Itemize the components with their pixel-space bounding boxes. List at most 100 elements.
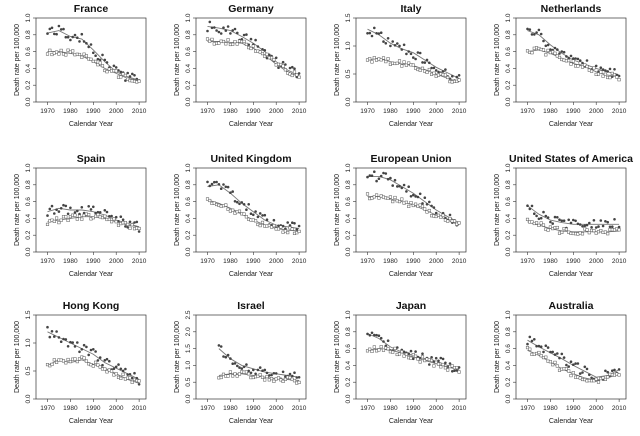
data-point-series-1 — [425, 203, 429, 206]
data-point-series-1 — [80, 32, 84, 36]
data-point-series-1 — [215, 29, 218, 32]
data-point-series-1 — [210, 26, 214, 30]
data-point-series-1 — [96, 210, 100, 214]
data-point-series-1 — [539, 345, 543, 349]
x-tick-label: 2010 — [452, 258, 467, 265]
data-point-series-2 — [397, 200, 402, 204]
data-point-series-1 — [375, 32, 378, 35]
data-point-series-1 — [412, 357, 415, 361]
data-point-series-2 — [599, 229, 603, 233]
data-point-series-1 — [402, 43, 406, 47]
data-point-series-2 — [384, 60, 388, 64]
data-point-series-1 — [455, 75, 459, 79]
data-point-series-2 — [205, 37, 210, 41]
y-tick-label: 0.6 — [25, 47, 32, 56]
data-point-series-2 — [121, 372, 125, 376]
chart-title: United Kingdom — [210, 153, 291, 165]
data-point-series-1 — [217, 30, 221, 34]
data-point-series-2 — [404, 352, 408, 356]
data-point-series-2 — [276, 227, 281, 231]
data-point-series-2 — [555, 225, 559, 230]
x-tick-label: 1990 — [566, 405, 581, 412]
data-point-series-1 — [98, 58, 102, 62]
data-point-series-1 — [528, 335, 532, 339]
data-point-series-1 — [576, 222, 580, 226]
data-point-series-2 — [580, 232, 585, 236]
data-point-series-1 — [590, 226, 593, 229]
y-tick-label: 0.8 — [25, 30, 32, 39]
data-point-series-1 — [249, 212, 253, 215]
y-tick-label: 1.0 — [25, 163, 32, 172]
data-point-series-1 — [588, 221, 591, 225]
data-point-series-1 — [457, 366, 461, 369]
data-point-series-1 — [59, 28, 63, 31]
data-point-series-1 — [254, 210, 257, 213]
data-point-series-1 — [92, 348, 95, 351]
data-point-series-2 — [441, 213, 445, 217]
data-point-series-2 — [71, 49, 75, 53]
data-point-series-2 — [66, 218, 70, 222]
data-point-series-1 — [533, 212, 536, 215]
y-tick-label: 0.5 — [25, 366, 32, 375]
data-point-series-1 — [226, 185, 230, 189]
data-point-series-1 — [242, 203, 246, 206]
data-point-series-2 — [295, 73, 299, 77]
data-point-series-2 — [391, 350, 395, 354]
data-point-series-1 — [453, 369, 456, 373]
x-tick-label: 1970 — [360, 405, 375, 412]
data-point-series-2 — [297, 229, 301, 233]
data-point-series-1 — [421, 61, 424, 64]
data-point-series-1 — [73, 33, 77, 37]
data-point-series-2 — [402, 60, 406, 64]
y-tick-label: 0.4 — [345, 361, 352, 370]
y-tick-label: 2.5 — [185, 310, 192, 319]
x-tick-label: 2010 — [292, 405, 307, 412]
y-tick-label: 0.6 — [185, 47, 192, 56]
data-point-series-2 — [553, 360, 557, 364]
data-point-series-1 — [375, 333, 378, 337]
data-point-series-2 — [432, 364, 436, 368]
x-tick-label: 2000 — [589, 108, 604, 115]
plot-frame — [195, 167, 307, 253]
data-point-series-1 — [535, 214, 538, 218]
y-tick-label: 0.0 — [25, 247, 32, 256]
data-point-series-1 — [240, 201, 244, 204]
data-point-series-1 — [434, 356, 438, 360]
x-tick-label: 1970 — [40, 108, 55, 115]
data-point-series-1 — [217, 344, 221, 347]
y-tick-label: 0.8 — [505, 180, 512, 189]
data-point-series-2 — [228, 370, 232, 374]
x-tick-label: 2000 — [589, 258, 604, 265]
data-point-series-2 — [119, 75, 123, 79]
data-point-series-1 — [583, 365, 587, 369]
data-point-series-1 — [370, 331, 374, 335]
data-point-series-1 — [437, 70, 440, 74]
data-point-series-2 — [235, 374, 239, 378]
data-point-series-1 — [366, 332, 369, 336]
data-point-series-1 — [242, 365, 246, 369]
y-tick-label: 0.6 — [185, 197, 192, 206]
data-point-series-1 — [297, 72, 301, 75]
data-point-series-2 — [107, 217, 111, 221]
x-tick-label: 2010 — [612, 108, 627, 115]
data-point-series-2 — [98, 61, 102, 65]
data-point-series-2 — [57, 221, 61, 225]
data-point-series-2 — [567, 59, 571, 63]
data-point-series-2 — [116, 223, 121, 227]
data-point-series-1 — [574, 57, 577, 60]
data-point-series-1 — [135, 220, 139, 224]
data-point-series-2 — [91, 364, 95, 368]
data-point-series-2 — [414, 202, 418, 206]
data-point-series-1 — [432, 360, 436, 364]
data-point-series-1 — [539, 32, 543, 36]
y-tick-label: 0.4 — [25, 64, 32, 73]
data-point-series-2 — [388, 195, 392, 199]
plot-frame — [195, 314, 307, 400]
y-axis-title: Death rate per 100,000 — [334, 321, 341, 393]
data-point-series-1 — [295, 228, 299, 231]
data-point-series-1 — [85, 345, 88, 349]
data-point-series-2 — [272, 224, 276, 228]
data-point-series-2 — [370, 349, 374, 353]
data-point-series-1 — [377, 177, 381, 180]
data-point-series-1 — [396, 346, 399, 349]
